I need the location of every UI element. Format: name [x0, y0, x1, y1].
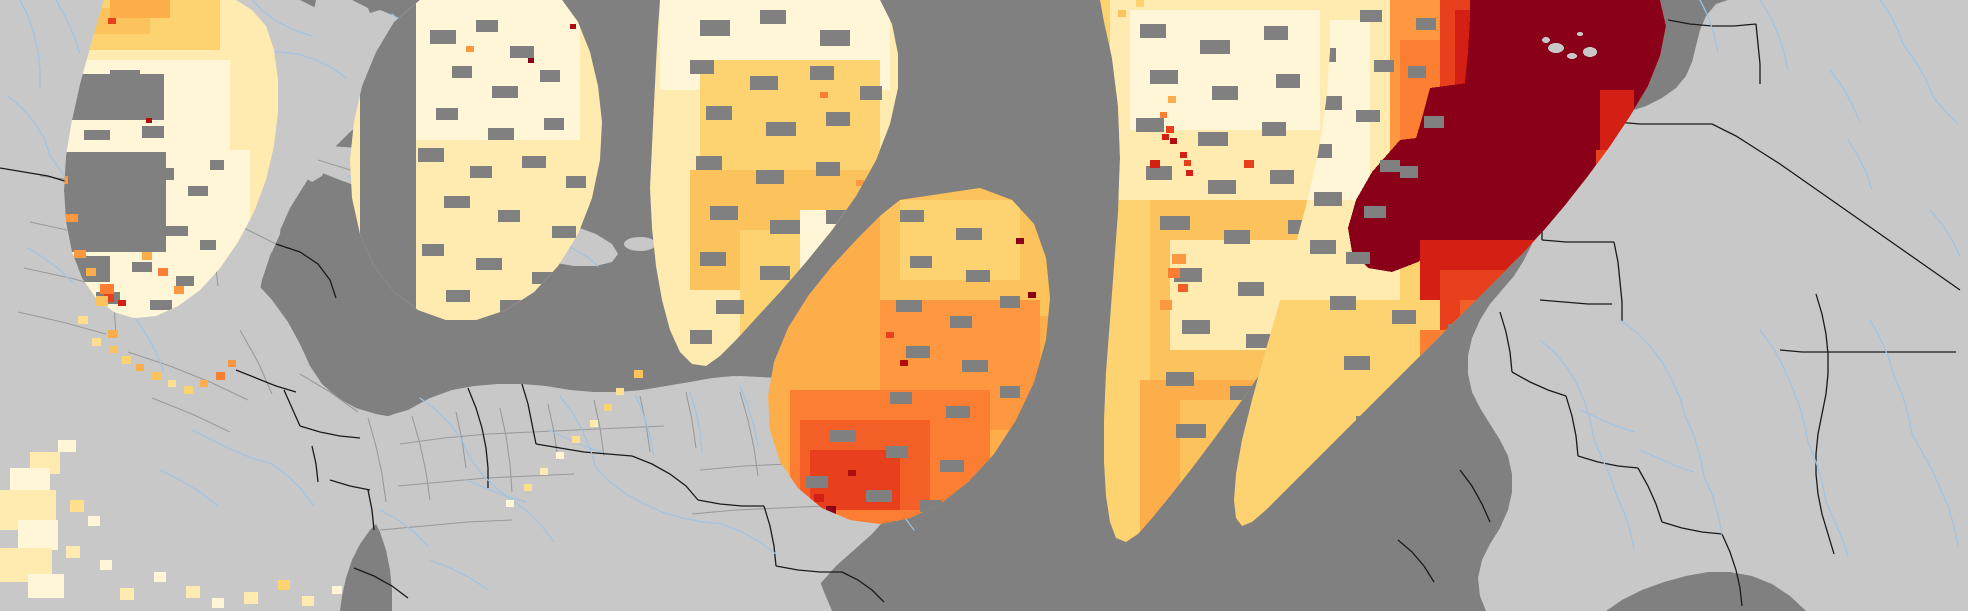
swath-gulf-of-mexico	[64, 0, 278, 318]
swath-caribbean	[350, 0, 602, 320]
land-florida	[298, 0, 374, 182]
scattered-aod-pixels	[0, 10, 1193, 608]
land-puerto-rico	[624, 237, 656, 251]
